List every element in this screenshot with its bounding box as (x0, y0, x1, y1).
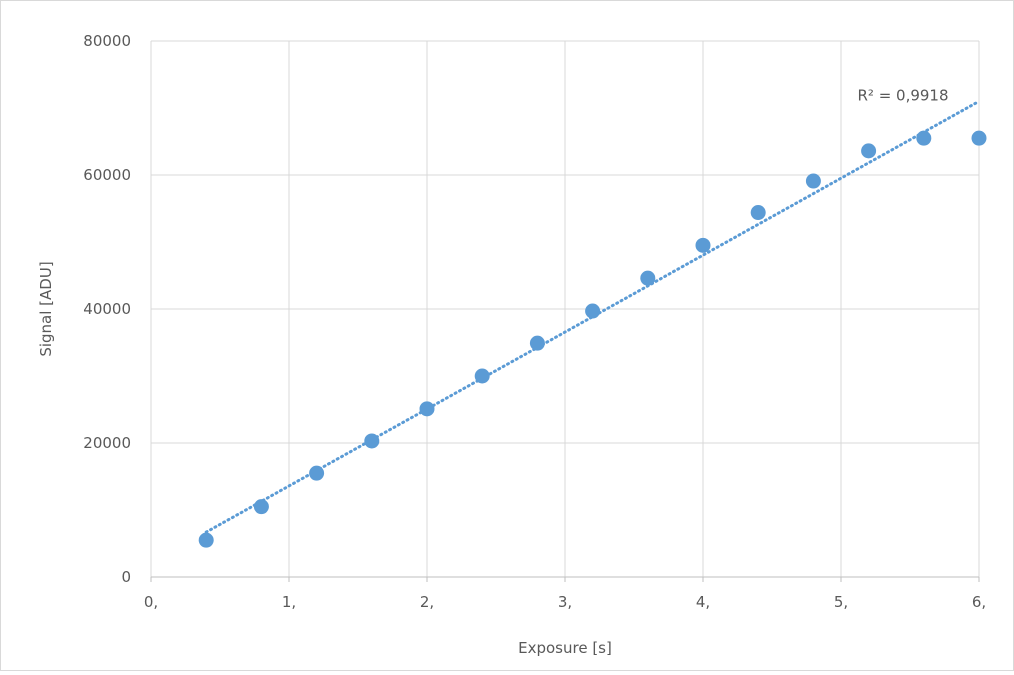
y-tick-label: 80000 (83, 32, 131, 50)
data-point (640, 270, 656, 286)
x-tick-label: 3, (558, 593, 572, 611)
data-point (750, 205, 766, 221)
x-tick-label: 2, (420, 593, 434, 611)
data-points (198, 130, 987, 548)
x-tick-label: 6, (972, 593, 986, 611)
data-point (695, 237, 711, 253)
data-point (529, 335, 545, 351)
x-tick-label: 4, (696, 593, 710, 611)
y-tick-label: 60000 (83, 166, 131, 184)
y-tick-label: 20000 (83, 434, 131, 452)
x-axis-title: Exposure [s] (518, 639, 612, 657)
grid-lines (150, 40, 980, 577)
data-point (364, 433, 380, 449)
data-point (419, 401, 435, 417)
data-point (916, 130, 932, 146)
y-tick-label: 0 (121, 568, 131, 586)
x-tick-label: 1, (282, 593, 296, 611)
data-point (585, 303, 601, 319)
x-tick-labels: 0, 1, 2, 3, 4, 5, 6, (144, 593, 986, 611)
y-tick-labels: 0 20000 40000 60000 80000 (83, 32, 131, 586)
data-point (198, 532, 214, 548)
data-point (309, 465, 325, 481)
y-tick-label: 40000 (83, 300, 131, 318)
data-point (474, 368, 490, 384)
data-point (971, 130, 987, 146)
r-squared-label: R² = 0,9918 (857, 86, 948, 104)
y-axis-title: Signal [ADU] (37, 261, 55, 356)
data-point (253, 499, 269, 515)
data-point (805, 173, 821, 189)
axes (150, 576, 980, 582)
x-tick-label: 5, (834, 593, 848, 611)
data-point (861, 143, 877, 159)
x-tick-label: 0, (144, 593, 158, 611)
